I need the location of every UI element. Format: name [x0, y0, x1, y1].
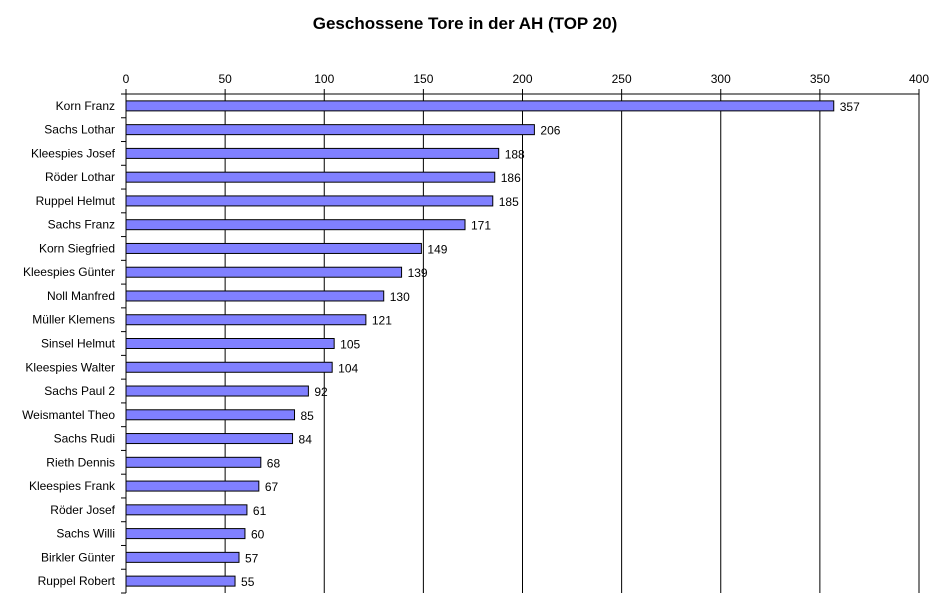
- data-label: 188: [505, 147, 525, 161]
- category-label: Rieth Dennis: [46, 455, 115, 469]
- category-label: Kleespies Frank: [29, 479, 116, 493]
- category-label: Kleespies Günter: [23, 265, 115, 279]
- x-tick-label: 200: [512, 72, 532, 86]
- x-tick-label: 250: [612, 72, 632, 86]
- category-label: Müller Klemens: [32, 313, 115, 327]
- data-label: 85: [301, 409, 315, 423]
- x-tick-label: 50: [218, 72, 232, 86]
- bar: [125, 338, 335, 349]
- axes: [121, 89, 920, 594]
- data-label: 357: [840, 100, 860, 114]
- x-tick-label: 150: [413, 72, 433, 86]
- category-label: Röder Lothar: [45, 170, 115, 184]
- category-label: Kleespies Josef: [31, 146, 116, 160]
- data-label: 206: [540, 124, 560, 138]
- bar: [125, 504, 248, 516]
- bar: [125, 409, 296, 421]
- category-label: Sachs Willi: [56, 527, 115, 541]
- category-label: Sachs Rudi: [54, 432, 115, 446]
- data-label: 61: [253, 504, 267, 518]
- bar: [125, 195, 494, 207]
- data-label: 185: [499, 195, 519, 209]
- bar: [125, 456, 262, 468]
- bar: [125, 266, 403, 278]
- data-label: 67: [265, 480, 279, 494]
- data-label: 92: [314, 385, 328, 399]
- bar: [125, 171, 496, 183]
- bar: [125, 147, 500, 159]
- x-tick-label: 400: [909, 72, 929, 86]
- bar: [125, 575, 236, 587]
- x-tick-label: 0: [123, 72, 130, 86]
- data-label: 121: [372, 314, 392, 328]
- data-label: 139: [408, 266, 428, 280]
- data-label: 57: [245, 551, 259, 565]
- category-label: Birkler Günter: [41, 550, 115, 564]
- bar: [125, 242, 422, 254]
- chart-title: Geschossene Tore in der AH (TOP 20): [312, 14, 618, 33]
- data-label: 84: [299, 433, 313, 447]
- bar: [125, 361, 333, 373]
- data-label: 105: [340, 338, 360, 352]
- category-label: Sachs Paul 2: [44, 384, 115, 398]
- data-label: 130: [390, 290, 410, 304]
- data-label: 104: [338, 361, 358, 375]
- data-label: 171: [471, 219, 491, 233]
- data-label: 60: [251, 528, 265, 542]
- data-label: 186: [501, 171, 521, 185]
- bar: [125, 528, 246, 540]
- category-label: Korn Siegfried: [39, 241, 115, 255]
- data-label: 149: [427, 242, 447, 256]
- category-label: Sinsel Helmut: [41, 337, 116, 351]
- category-label: Sachs Franz: [48, 218, 115, 232]
- data-label: 55: [241, 575, 255, 589]
- labels: 0 50 100 150 200 250 300 350 400 Korn Franz 357 Sac…: [22, 72, 929, 589]
- bars: [125, 100, 835, 587]
- bar: [125, 100, 835, 112]
- bar: [125, 433, 294, 445]
- bar: [125, 385, 309, 397]
- data-label: 68: [267, 456, 281, 470]
- x-tick-label: 300: [711, 72, 731, 86]
- x-tick-label: 350: [810, 72, 830, 86]
- category-label: Ruppel Helmut: [36, 194, 116, 208]
- bar: [125, 124, 535, 136]
- category-label: Korn Franz: [56, 99, 115, 113]
- category-label: Weismantel Theo: [22, 408, 115, 422]
- bar: [125, 314, 367, 326]
- bar: [125, 219, 466, 231]
- bar: [125, 551, 240, 563]
- bar: [125, 480, 260, 492]
- bar: [125, 290, 385, 302]
- category-label: Noll Manfred: [47, 289, 115, 303]
- category-label: Sachs Lothar: [44, 123, 115, 137]
- category-label: Ruppel Robert: [38, 574, 116, 588]
- category-label: Röder Josef: [50, 503, 115, 517]
- category-label: Kleespies Walter: [25, 360, 115, 374]
- x-tick-label: 100: [314, 72, 334, 86]
